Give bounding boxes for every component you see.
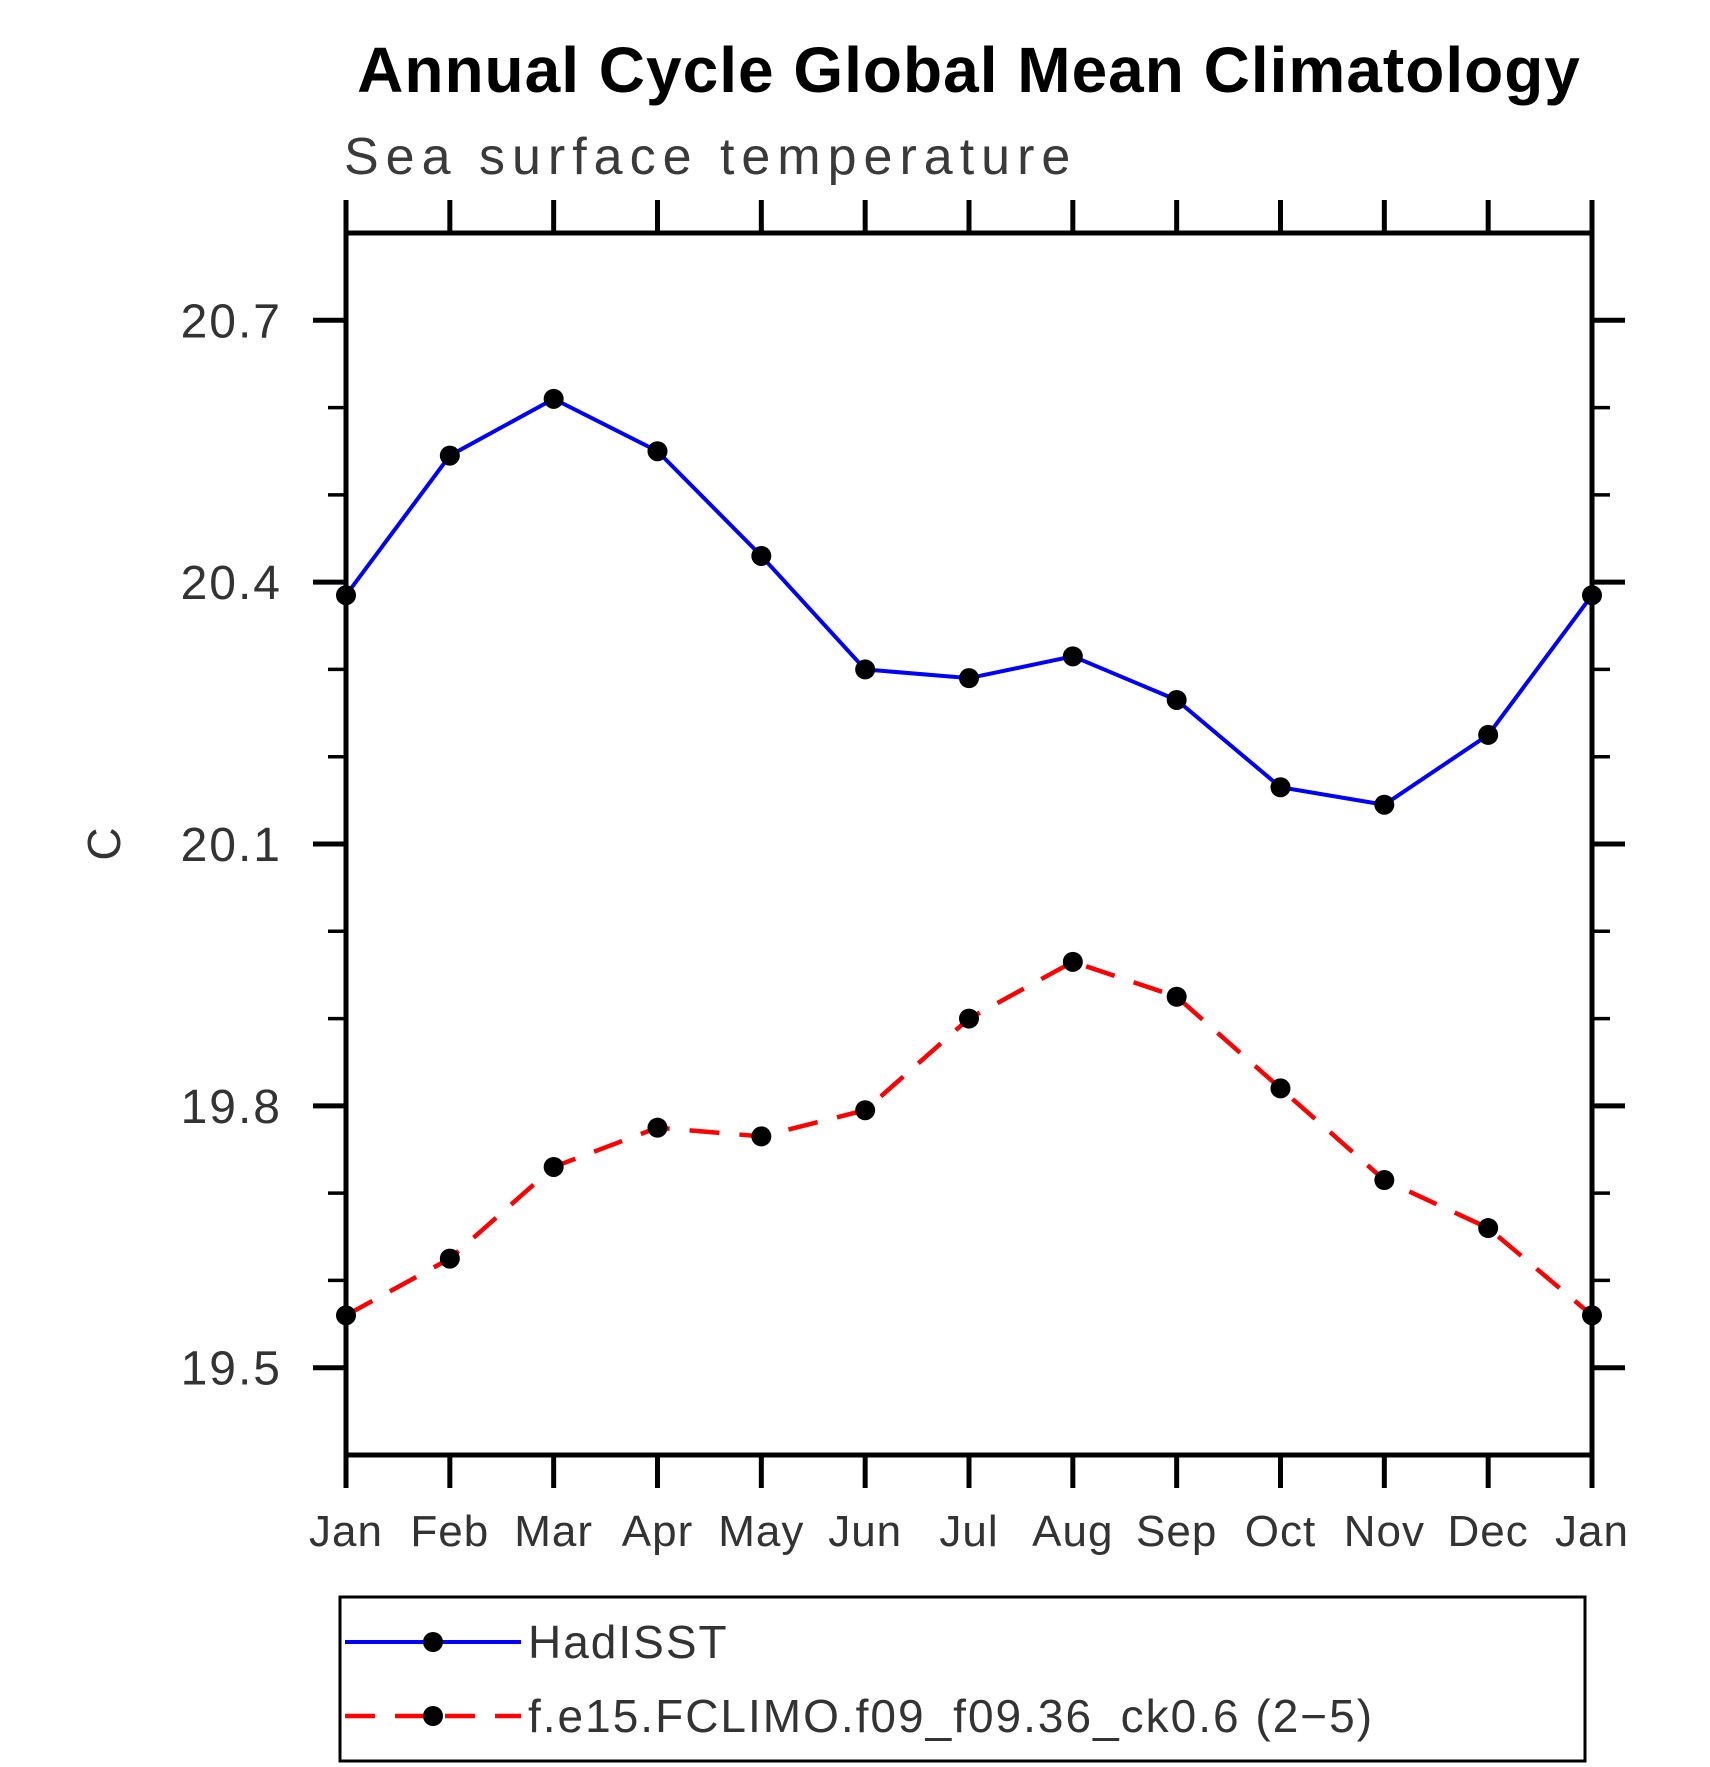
- data-point-marker: [1062, 951, 1083, 972]
- y-axis-tick-label: 20.1: [181, 819, 282, 872]
- data-point-marker: [1582, 585, 1602, 606]
- data-point-marker: [1166, 986, 1187, 1007]
- data-point-marker: [855, 659, 876, 680]
- data-point-marker: [751, 545, 772, 566]
- y-axis-tick-label: 20.4: [181, 557, 282, 610]
- data-point-marker: [336, 585, 356, 606]
- data-point-marker: [1478, 1218, 1499, 1239]
- data-point-marker: [439, 1248, 460, 1269]
- data-point-marker: [543, 1156, 564, 1177]
- x-axis-month-label: Feb: [410, 1507, 489, 1556]
- x-axis-month-label: May: [718, 1507, 804, 1556]
- x-axis-month-label: Nov: [1344, 1507, 1425, 1556]
- x-axis-month-label: Jun: [828, 1507, 902, 1556]
- y-axis-tick-label: 19.8: [181, 1081, 282, 1134]
- legend-entry-label: HadISST: [528, 1616, 729, 1668]
- data-point-marker: [1478, 724, 1499, 745]
- data-point-marker: [543, 388, 564, 409]
- chart-title: Annual Cycle Global Mean Climatology: [357, 34, 1581, 106]
- y-axis-tick-label: 19.5: [181, 1343, 282, 1396]
- data-point-marker: [1374, 1170, 1395, 1191]
- data-point-marker: [959, 668, 979, 689]
- data-point-marker: [647, 441, 668, 462]
- data-point-marker: [439, 445, 460, 466]
- x-axis-month-label: Jan: [309, 1507, 383, 1556]
- series-layer: [336, 388, 1602, 1326]
- data-point-marker: [959, 1008, 979, 1029]
- series-line-hadisst: [344, 396, 1594, 807]
- x-axis-month-label: Jul: [939, 1507, 998, 1556]
- y-axis-tick-label: 20.7: [181, 295, 282, 348]
- data-point-marker: [1270, 1078, 1291, 1099]
- data-point-marker: [1166, 689, 1187, 710]
- x-axis-month-label: Mar: [514, 1507, 593, 1556]
- chart-subtitle: Sea surface temperature: [344, 128, 1077, 186]
- legend-frame: [338, 1595, 1587, 1763]
- data-point-marker: [1582, 1305, 1602, 1326]
- data-point-marker: [336, 1305, 356, 1326]
- data-point-marker: [1062, 646, 1083, 667]
- data-point-marker: [855, 1100, 876, 1121]
- x-axis-month-label: Aug: [1032, 1507, 1113, 1556]
- data-point-marker: [647, 1117, 668, 1138]
- x-axis-month-label: Dec: [1448, 1507, 1529, 1556]
- data-point-marker: [751, 1126, 772, 1147]
- axes-layer: Jan Feb Mar Apr May Jun Jul Aug Sep Oct Nov Dec Jan 1…: [181, 200, 1629, 1556]
- data-point-marker: [1374, 794, 1395, 815]
- x-axis-month-label: Apr: [622, 1507, 693, 1556]
- y-axis-unit-label: C: [78, 827, 130, 860]
- x-axis-month-label: Jan: [1555, 1507, 1629, 1556]
- data-point-marker: [1270, 777, 1291, 798]
- legend-entry-label: f.e15.FCLIMO.f09_f09.36_ck0.6 (2−5): [528, 1690, 1374, 1742]
- legend-marker: [423, 1706, 443, 1726]
- x-axis-month-label: Oct: [1245, 1507, 1316, 1556]
- plot-frame: [343, 230, 1595, 1458]
- legend-box: HadISST f.e15.FCLIMO.f09_f09.36_ck0.6 (2−…: [338, 1595, 1587, 1763]
- x-axis-month-label: Sep: [1136, 1507, 1217, 1556]
- legend-marker: [423, 1632, 443, 1652]
